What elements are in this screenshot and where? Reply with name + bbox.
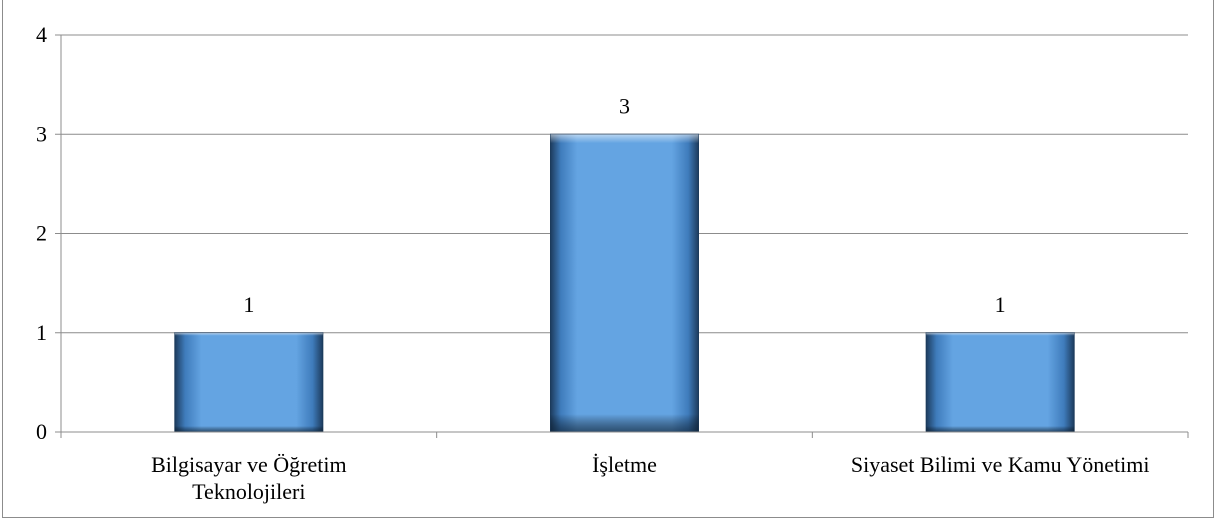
y-tick-label: 2 [36, 221, 47, 246]
data-label: 1 [243, 292, 254, 317]
y-tick-label: 4 [36, 22, 47, 47]
labels: 0 1 2 3 4 1 Bilgisayar ve ÖğretimTeknolojileri… [36, 22, 1149, 504]
data-label: 3 [619, 93, 630, 118]
bars [174, 133, 1075, 433]
bar-shade [550, 134, 699, 432]
y-tick-label: 1 [36, 320, 47, 345]
x-tick-label: Teknolojileri [192, 479, 305, 504]
x-tick-label: Bilgisayar ve Öğretim [151, 452, 347, 477]
y-tick-label: 3 [36, 121, 47, 146]
y-tick-label: 0 [36, 419, 47, 444]
axes [55, 34, 1189, 438]
bar-shade [174, 332, 323, 432]
bar-shade [926, 332, 1075, 432]
x-tick-label: İşletme [592, 452, 657, 477]
x-tick-label: Siyaset Bilimi ve Kamu Yönetimi [851, 452, 1150, 477]
data-label: 1 [995, 292, 1006, 317]
